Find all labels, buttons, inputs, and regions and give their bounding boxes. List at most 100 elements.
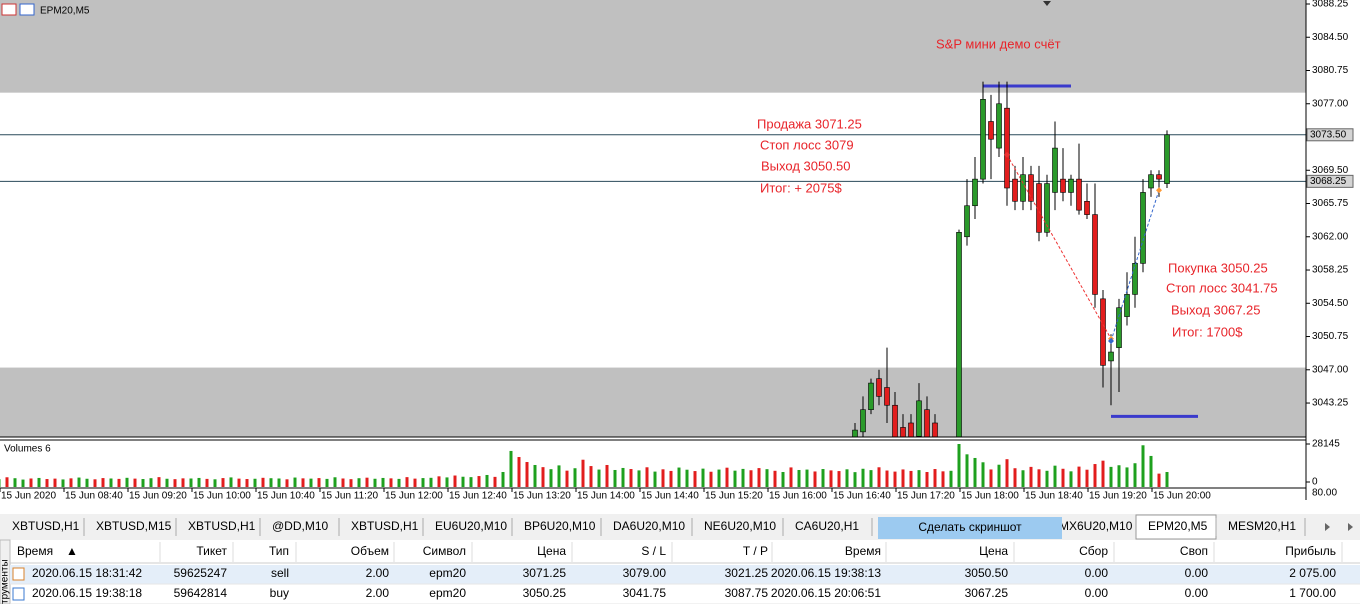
table-cell: 59642814 (174, 586, 228, 600)
tab[interactable]: MESM20,H1 (1228, 519, 1296, 533)
volume-bar (453, 475, 457, 487)
candle-body (1148, 174, 1154, 189)
volume-bar (1005, 459, 1009, 487)
tooltip: Сделать скриншот (918, 520, 1022, 534)
column-header: Своп (1180, 544, 1208, 558)
volume-bar (1045, 470, 1049, 487)
volume-bar (69, 478, 73, 487)
sell-note: Выход 3050.50 (761, 158, 851, 173)
volume-bar (77, 477, 81, 487)
candle-body (941, 450, 946, 454)
candle-body (908, 422, 914, 437)
time-label: 15 Jun 15:20 (705, 491, 763, 502)
volume-bar (797, 469, 801, 487)
column-header: T / P (743, 544, 768, 558)
volume-bar (0, 479, 1, 487)
buy-note: Стоп лосс 3041.75 (1166, 280, 1278, 295)
volume-bar (1117, 465, 1121, 487)
volume-bar (173, 479, 177, 487)
volume-bar (389, 478, 393, 487)
volume-bar (1093, 464, 1097, 487)
tab[interactable]: XBTUSD,M15 (96, 519, 172, 533)
row-icon (12, 587, 25, 601)
volume-bar (629, 469, 633, 487)
tab[interactable]: @DD,M10 (272, 519, 329, 533)
tab[interactable]: EU6U20,M10 (435, 519, 507, 533)
zone (0, 367, 1306, 437)
tab[interactable]: BP6U20,M10 (524, 519, 596, 533)
volume-bar (285, 479, 289, 487)
volume-tick-label: 28145 (1312, 439, 1340, 450)
shift-marker (1043, 1, 1051, 6)
volume-bar (85, 478, 89, 487)
sell-note: Итог: + 2075$ (760, 180, 842, 195)
candle-body (932, 422, 938, 437)
table-cell: 0.00 (1085, 566, 1109, 580)
volume-bar (701, 468, 705, 487)
volume-bar (205, 478, 209, 487)
volume-bar (877, 467, 881, 487)
volume-bar (733, 470, 737, 487)
volume-bar (1141, 445, 1145, 487)
volume-bar (613, 469, 617, 487)
volume-bar (549, 469, 553, 487)
candle-body (964, 205, 970, 238)
volume-bar (253, 478, 257, 487)
volume-bar (973, 457, 977, 487)
candle-body (1020, 174, 1026, 202)
volume-bar (965, 454, 969, 487)
column-header: Время (845, 544, 881, 558)
volume-bar (533, 464, 537, 487)
candle-body (956, 232, 962, 437)
tab[interactable]: DA6U20,M10 (613, 519, 685, 533)
price-line-label: 3068.25 (1310, 176, 1347, 187)
candle-body (972, 178, 978, 207)
candle-body (1044, 183, 1050, 233)
tab[interactable]: NE6U20,M10 (704, 519, 776, 533)
price-tick-label: 3058.25 (1312, 265, 1349, 276)
volume-bar (645, 467, 649, 487)
volume-bar (805, 469, 809, 487)
candle-body (1068, 178, 1074, 193)
volume-bar (437, 476, 441, 487)
tab[interactable]: XBTUSD,H1 (351, 519, 419, 533)
table-cell: 3079.00 (623, 566, 667, 580)
tooltip-box (878, 517, 1062, 539)
candle-body (916, 400, 922, 437)
table-cell: 3067.25 (965, 586, 1009, 600)
volume-bar (829, 470, 833, 487)
tab[interactable]: EPM20,M5 (1148, 519, 1208, 533)
volume-bar (349, 479, 353, 487)
table-cell: 2.00 (366, 566, 390, 580)
tab[interactable]: XBTUSD,H1 (188, 519, 256, 533)
volume-bar (1157, 473, 1161, 487)
volume-bar (1021, 470, 1025, 487)
volume-bar (853, 472, 857, 487)
volume-bar (373, 478, 377, 487)
volume-bar (1061, 468, 1065, 487)
price-tick-label: 3054.50 (1312, 298, 1349, 309)
time-label: 15 Jun 16:00 (769, 491, 827, 502)
volume-bar (1053, 465, 1057, 487)
volume-bar (213, 479, 217, 487)
volume-bar (413, 478, 417, 487)
tab[interactable]: XBTUSD,H1 (12, 519, 80, 533)
tab-scroll (1325, 523, 1330, 531)
time-label: 15 Jun 08:40 (65, 491, 123, 502)
table-cell: sell (271, 566, 289, 580)
volume-bar (917, 470, 921, 487)
chart-heading: S&P мини демо счёт (936, 36, 1061, 51)
candle-body (876, 378, 882, 397)
tab[interactable]: MX6U20,M10 (1059, 519, 1133, 533)
table-cell: epm20 (429, 586, 466, 600)
volume-bar (981, 462, 985, 487)
trade-entry (1108, 337, 1114, 344)
volume-bar (501, 472, 505, 487)
candle-body (868, 382, 874, 410)
tab[interactable]: CA6U20,H1 (795, 519, 859, 533)
volume-bar (661, 469, 665, 487)
price-tick-label: 3062.00 (1312, 231, 1349, 242)
volume-bar (997, 464, 1001, 487)
volume-bar (141, 479, 145, 487)
volume-bar (29, 478, 33, 487)
